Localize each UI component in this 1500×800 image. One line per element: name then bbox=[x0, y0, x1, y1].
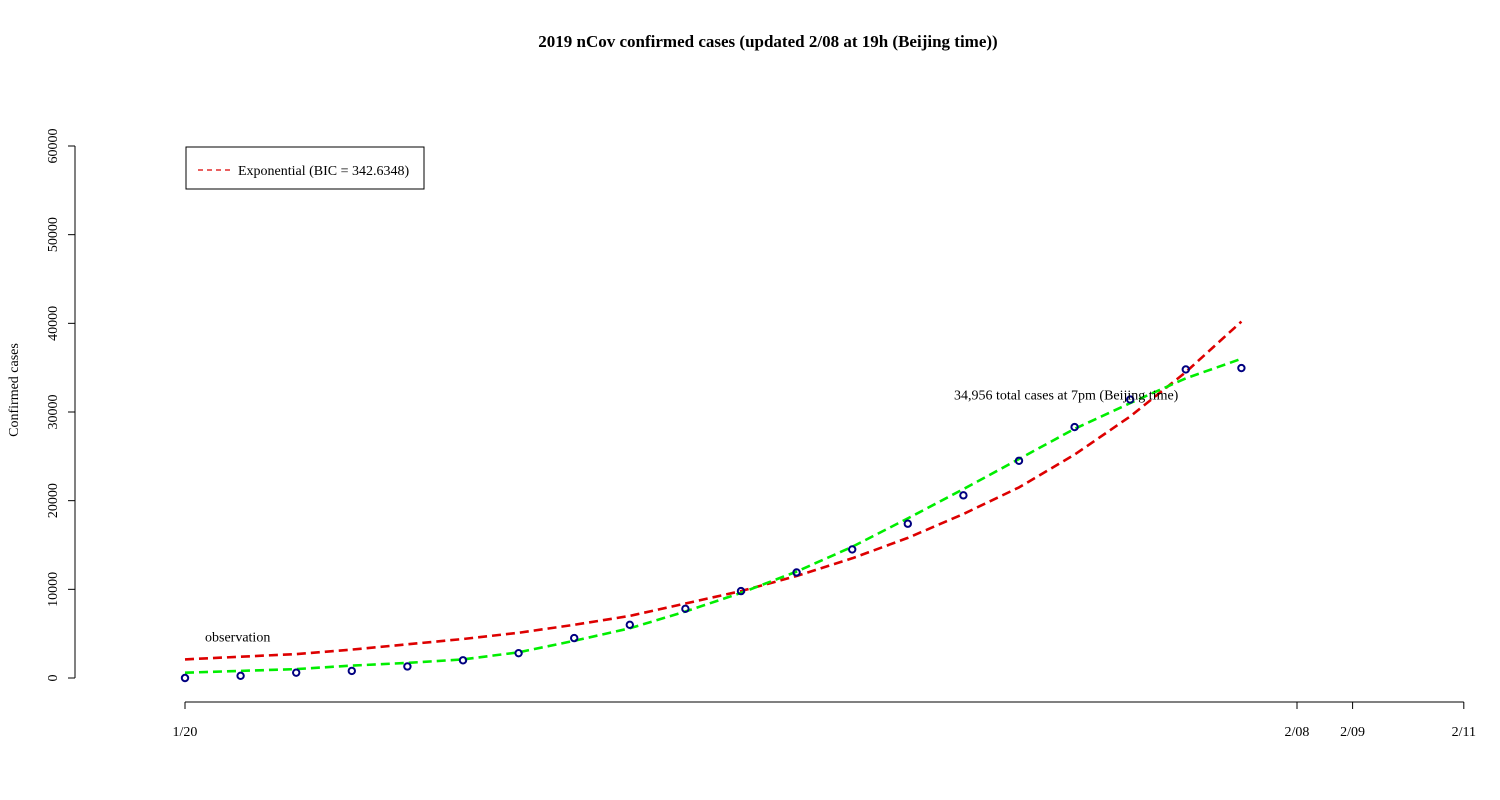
x-tick-label: 2/08 bbox=[1285, 725, 1310, 740]
data-point bbox=[1237, 363, 1246, 373]
chart-title: 2019 nCov confirmed cases (updated 2/08 … bbox=[538, 32, 997, 51]
y-tick-label: 40000 bbox=[46, 306, 61, 341]
series-line-1 bbox=[184, 320, 1243, 661]
x-axis: 1/20 2/08 2/09 2/11 bbox=[173, 701, 1476, 740]
data-point bbox=[347, 666, 356, 676]
legend: Exponential (BIC = 342.6348) bbox=[185, 146, 425, 190]
series-layer bbox=[180, 320, 1246, 683]
x-tick-label: 1/20 bbox=[173, 725, 198, 740]
data-point bbox=[959, 491, 968, 500]
legend-box bbox=[185, 146, 425, 190]
data-point bbox=[403, 662, 412, 671]
data-point bbox=[514, 648, 523, 658]
chart-annotation: observation bbox=[205, 630, 270, 645]
data-point bbox=[1070, 422, 1079, 432]
data-point bbox=[1126, 395, 1135, 404]
data-point bbox=[570, 633, 579, 643]
data-point bbox=[792, 568, 801, 577]
data-point bbox=[1014, 456, 1024, 465]
series-line-2 bbox=[184, 357, 1242, 674]
y-axis-label: Confirmed cases bbox=[7, 343, 22, 437]
data-point bbox=[180, 673, 190, 683]
data-point bbox=[681, 604, 690, 614]
data-point bbox=[736, 586, 746, 596]
y-axis: 0 10000 20000 30000 40000 50000 60000 bbox=[46, 129, 76, 682]
y-tick-label: 20000 bbox=[46, 483, 61, 518]
data-point bbox=[1181, 365, 1191, 374]
legend-entry-label: Exponential (BIC = 342.6348) bbox=[238, 164, 410, 179]
y-tick-label: 0 bbox=[46, 675, 61, 682]
data-point bbox=[848, 545, 857, 554]
chart-annotation: 34,956 total cases at 7pm (Beijing time) bbox=[954, 388, 1179, 403]
y-tick-label: 10000 bbox=[46, 572, 61, 607]
annotation-layer: observation 34,956 total cases at 7pm (Be… bbox=[205, 388, 1179, 645]
data-point bbox=[292, 668, 301, 677]
y-tick-label: 50000 bbox=[46, 217, 61, 252]
y-tick-label: 60000 bbox=[46, 129, 61, 164]
y-tick-label: 30000 bbox=[46, 395, 61, 430]
data-point bbox=[625, 620, 634, 629]
x-tick-label: 2/11 bbox=[1452, 725, 1476, 740]
data-point bbox=[458, 656, 468, 665]
data-point bbox=[903, 519, 912, 528]
x-tick-label: 2/09 bbox=[1340, 725, 1365, 740]
data-point bbox=[236, 671, 245, 680]
